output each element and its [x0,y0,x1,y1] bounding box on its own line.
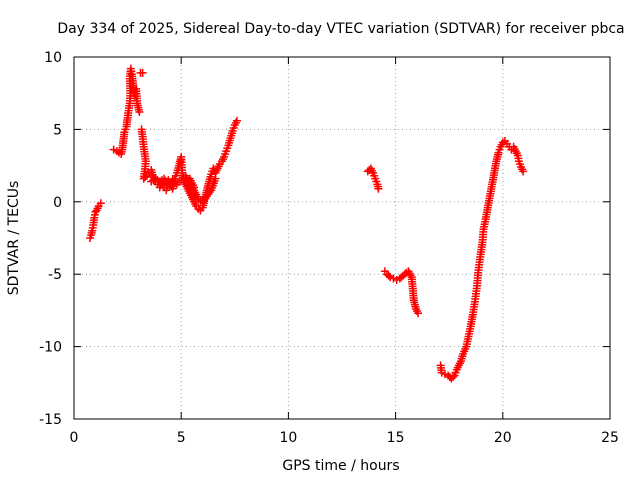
data-point-marker [448,373,457,382]
data-point-marker [135,108,144,117]
x-axis-label: GPS time / hours [282,458,399,474]
data-point-marker [519,167,528,176]
data-point-marker [232,116,241,125]
y-tick-label: 5 [53,122,62,138]
x-tick-labels: 0 5 10 15 20 25 [70,430,619,446]
x-tick-label: 20 [494,430,512,446]
data-point-marker [414,309,423,318]
y-tick-labels: -15 -10 -5 0 5 10 [39,50,62,428]
data-point-marker [138,68,147,77]
data-point-marker [141,173,150,182]
data-point-marker [190,183,199,192]
data-points [86,64,528,383]
x-tick-label: 5 [177,430,186,446]
y-tick-label: -15 [39,412,62,428]
x-tick-label: 0 [70,430,79,446]
data-point-marker [374,184,383,193]
x-tick-label: 15 [387,430,405,446]
chart-title: Day 334 of 2025, Sidereal Day-to-day VTE… [57,21,624,37]
y-tick-label: 10 [44,50,62,66]
plot-frame [73,56,611,420]
y-tick-label: 0 [53,195,62,211]
x-tick-label: 25 [601,430,619,446]
axis-ticks [73,56,611,420]
x-tick-label: 10 [279,430,297,446]
y-tick-label: -10 [39,340,62,356]
data-point-marker [384,271,393,280]
y-tick-label: -5 [48,267,62,283]
y-axis-label: SDTVAR / TECUs [6,181,22,296]
data-point-marker [211,174,220,183]
grid-lines [74,57,610,419]
data-point-marker [96,199,105,208]
